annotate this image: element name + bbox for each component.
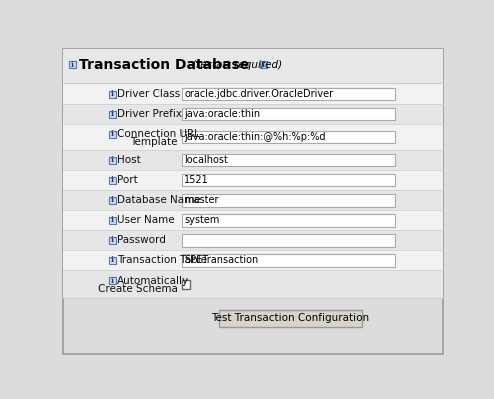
Bar	[182, 174, 395, 186]
Text: i: i	[71, 61, 74, 69]
Text: Database Name: Database Name	[117, 196, 201, 205]
Text: Port: Port	[117, 175, 137, 185]
FancyBboxPatch shape	[219, 310, 362, 327]
Bar	[182, 254, 395, 267]
FancyBboxPatch shape	[109, 277, 116, 284]
Bar	[63, 230, 443, 251]
Bar	[182, 108, 395, 120]
FancyBboxPatch shape	[109, 237, 116, 244]
Text: 1521: 1521	[184, 175, 209, 185]
Bar	[63, 271, 443, 298]
Bar	[182, 234, 395, 247]
Bar	[63, 251, 443, 271]
Bar	[63, 210, 443, 230]
Bar	[63, 124, 443, 150]
Text: Create Schema: Create Schema	[98, 284, 178, 294]
FancyBboxPatch shape	[260, 61, 267, 68]
FancyBboxPatch shape	[109, 257, 116, 264]
Bar	[182, 214, 395, 227]
Text: i: i	[111, 90, 114, 98]
Text: oracle.jdbc.driver.OracleDriver: oracle.jdbc.driver.OracleDriver	[184, 89, 333, 99]
FancyBboxPatch shape	[69, 61, 76, 68]
Text: i: i	[111, 196, 114, 204]
FancyBboxPatch shape	[109, 217, 116, 224]
FancyBboxPatch shape	[109, 197, 116, 204]
Bar	[63, 170, 443, 190]
Bar	[182, 88, 395, 100]
Bar	[63, 49, 443, 83]
Bar	[182, 280, 190, 288]
Text: Transaction Table: Transaction Table	[117, 255, 207, 265]
Bar	[182, 154, 395, 166]
Text: User Name: User Name	[117, 215, 174, 225]
Text: i: i	[111, 130, 114, 138]
Text: java:oracle:thin:@%h:%p:%d: java:oracle:thin:@%h:%p:%d	[184, 132, 326, 142]
Text: i: i	[111, 277, 114, 285]
Text: Host: Host	[117, 155, 140, 165]
Text: i: i	[262, 61, 265, 69]
Text: master: master	[184, 196, 219, 205]
Text: (restart required): (restart required)	[192, 60, 282, 70]
Bar	[63, 84, 443, 104]
FancyBboxPatch shape	[109, 177, 116, 184]
Bar	[63, 150, 443, 170]
Bar	[63, 190, 443, 210]
Text: java:oracle:thin: java:oracle:thin	[184, 109, 260, 119]
Text: Connection URL: Connection URL	[117, 129, 200, 139]
Text: i: i	[111, 236, 114, 244]
Text: Automatically: Automatically	[117, 276, 189, 286]
Text: localhost: localhost	[184, 155, 228, 165]
Text: Template: Template	[130, 137, 178, 147]
Text: Test Transaction Configuration: Test Transaction Configuration	[211, 313, 370, 323]
Text: i: i	[111, 176, 114, 184]
Bar	[182, 131, 395, 143]
Bar	[182, 194, 395, 207]
Text: i: i	[111, 156, 114, 164]
Text: i: i	[111, 110, 114, 118]
Text: system: system	[184, 215, 219, 225]
Text: Transaction Database: Transaction Database	[79, 58, 249, 72]
Text: Password: Password	[117, 235, 165, 245]
Text: i: i	[111, 216, 114, 224]
Text: Driver Class: Driver Class	[117, 89, 180, 99]
Text: Driver Prefix: Driver Prefix	[117, 109, 182, 119]
Bar	[63, 104, 443, 124]
FancyBboxPatch shape	[109, 130, 116, 138]
FancyBboxPatch shape	[109, 91, 116, 97]
Text: i: i	[111, 257, 114, 265]
FancyBboxPatch shape	[109, 111, 116, 118]
Text: SPETransaction: SPETransaction	[184, 255, 258, 265]
FancyBboxPatch shape	[109, 157, 116, 164]
